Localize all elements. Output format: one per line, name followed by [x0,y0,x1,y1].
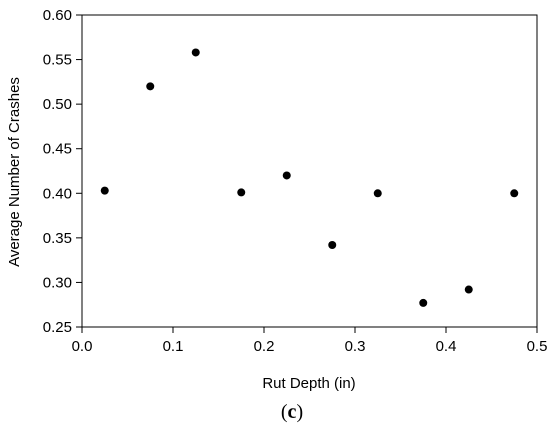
y-tick-label: 0.35 [43,230,72,247]
panel-label-close: ) [296,401,303,423]
y-tick-label: 0.40 [43,185,72,202]
x-axis-title: Rut Depth (in) [262,375,355,392]
panel-label-letter: c [288,401,297,423]
data-point [237,188,246,197]
y-axis-title: Average Number of Crashes [6,77,23,267]
x-tick-label: 0.0 [72,338,93,355]
data-point [419,298,428,307]
x-tick-label: 0.1 [163,338,184,355]
x-tick-label: 0.2 [254,338,275,355]
data-point [373,189,382,198]
y-tick-label: 0.30 [43,274,72,291]
data-point [510,189,519,198]
panel-label: (c) [281,401,303,423]
data-point [100,186,109,195]
plot-frame [81,14,538,328]
y-tick-label: 0.50 [43,96,72,113]
data-point [328,240,337,249]
data-point [282,171,291,180]
y-tick-label: 0.25 [43,319,72,336]
y-tick-label: 0.60 [43,7,72,24]
panel-label-open: ( [281,401,288,423]
data-point [146,82,155,91]
y-tick-label: 0.45 [43,141,72,158]
data-point [464,285,473,294]
data-point [191,48,200,57]
x-tick-label: 0.4 [436,338,457,355]
plot-area: 0.0 0.1 0.2 0.3 0.4 0.5 0.25 0.30 0.35 0.40 0.45 0.… [43,7,548,355]
y-tick-label: 0.55 [43,52,72,69]
x-tick-label: 0.5 [527,338,548,355]
x-tick-label: 0.3 [345,338,366,355]
